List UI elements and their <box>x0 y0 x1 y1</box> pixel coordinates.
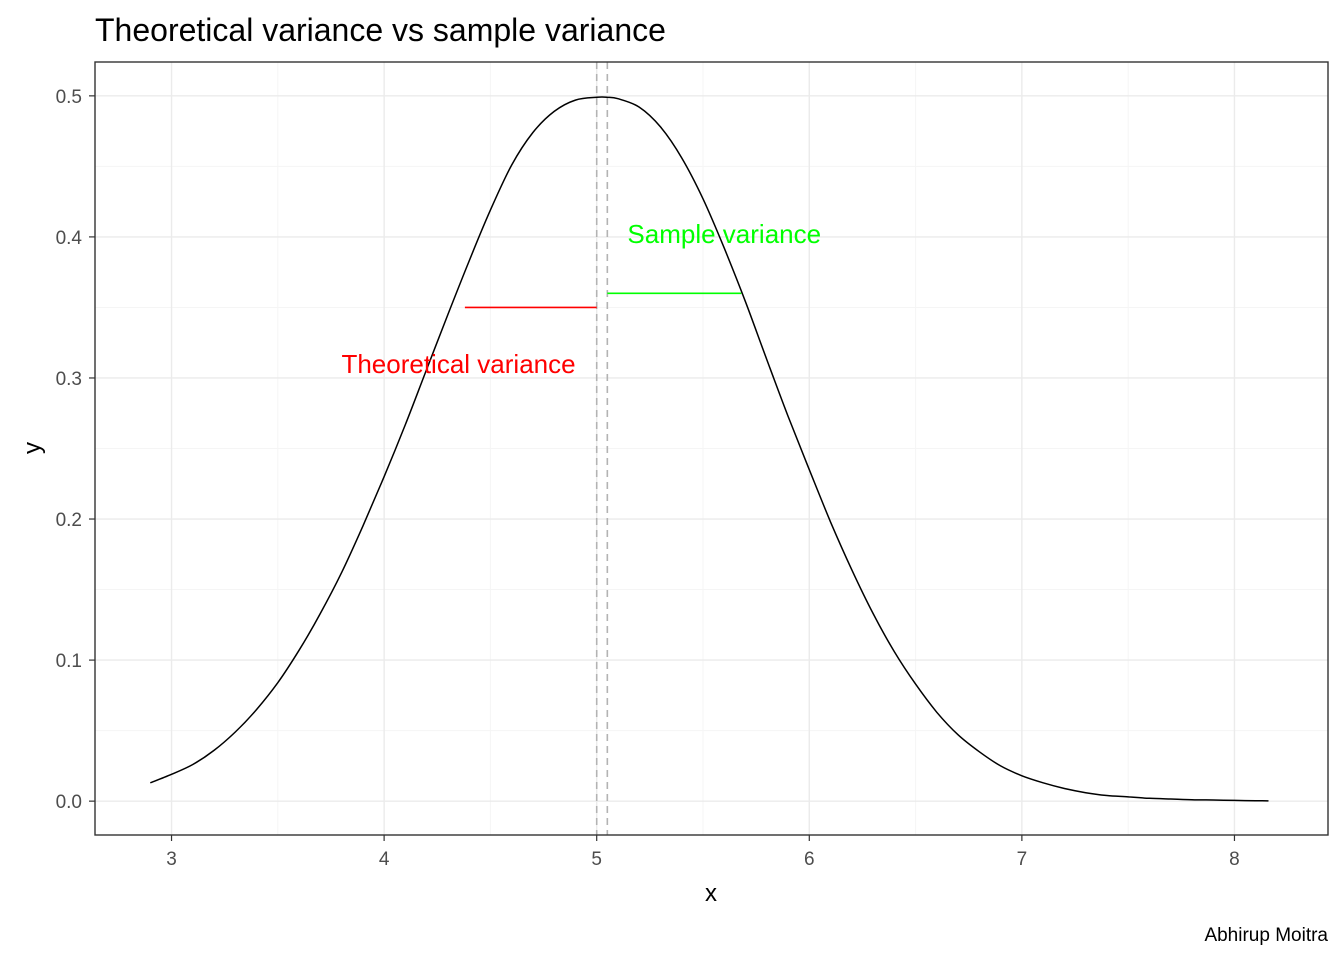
x-axis-title: x <box>705 880 717 907</box>
x-axis: 3 4 5 6 7 8 <box>166 835 1240 870</box>
y-axis-title: y <box>19 442 46 454</box>
sample-variance-label: Sample variance <box>627 219 821 249</box>
chart-title: Theoretical variance vs sample variance <box>95 12 666 48</box>
caption: Abhirup Moitra <box>1204 925 1328 946</box>
x-tick-label: 8 <box>1229 849 1240 870</box>
plot-panel: Theoretical variance Sample variance <box>94 61 1329 836</box>
y-tick-label: 0.2 <box>56 510 82 531</box>
theoretical-variance-label: Theoretical variance <box>341 349 575 379</box>
variance-segments <box>464 292 742 309</box>
major-gridlines <box>95 62 1328 835</box>
x-tick-label: 6 <box>804 849 815 870</box>
density-curve <box>150 96 1269 802</box>
x-tick-label: 5 <box>591 849 602 870</box>
y-tick-label: 0.4 <box>56 228 83 249</box>
minor-gridlines <box>95 62 1328 835</box>
mean-reference-lines <box>595 62 609 835</box>
annotations: Theoretical variance Sample variance <box>341 219 821 379</box>
y-tick-label: 0.3 <box>56 369 82 390</box>
panel-border <box>94 61 1329 836</box>
y-tick-label: 0.0 <box>56 792 82 813</box>
y-axis: 0.0 0.1 0.2 0.3 0.4 0.5 <box>56 87 95 813</box>
y-tick-label: 0.1 <box>56 651 82 672</box>
x-tick-label: 4 <box>379 849 390 870</box>
y-tick-label: 0.5 <box>56 87 82 108</box>
x-tick-label: 7 <box>1017 849 1028 870</box>
x-tick-label: 3 <box>166 849 177 870</box>
